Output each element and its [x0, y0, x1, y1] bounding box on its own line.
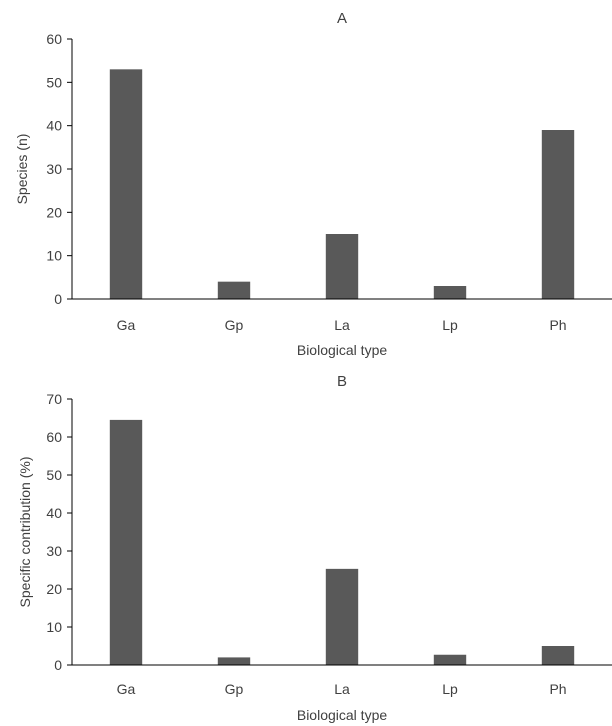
x-tick-label: La — [334, 317, 350, 333]
x-tick-label: Lp — [442, 317, 458, 333]
x-tick-label: Ga — [117, 317, 136, 333]
y-axis-label: Species (n) — [14, 134, 30, 205]
y-tick-label: 0 — [54, 657, 62, 673]
y-tick-label: 50 — [46, 467, 62, 483]
chart-panel-a: A Species (n) Biological type 0 10 20 30 40 5… — [14, 10, 612, 358]
y-tick-label: 50 — [46, 74, 62, 90]
x-tick-label: Gp — [225, 681, 244, 697]
x-tick-label: Ph — [549, 317, 566, 333]
bar-la — [325, 568, 359, 665]
y-ticks-group: 0 10 20 30 40 50 60 — [46, 31, 72, 307]
bar-ga — [109, 419, 143, 665]
y-tick-label: 10 — [46, 619, 62, 635]
y-tick-label: 30 — [46, 543, 62, 559]
y-tick-label: 60 — [46, 31, 62, 47]
y-tick-label: 40 — [46, 505, 62, 521]
bars-group — [109, 419, 575, 665]
y-tick-label: 20 — [46, 204, 62, 220]
chart-panel-b: B Specific contribution (%) Biological t… — [17, 373, 612, 723]
x-tick-label: Gp — [225, 317, 244, 333]
chart-title: B — [337, 373, 347, 390]
x-tick-label: Ph — [549, 681, 566, 697]
bar-lp — [433, 286, 467, 299]
bars-group — [109, 69, 575, 299]
x-axis-label: Biological type — [297, 707, 387, 723]
bar-lp — [433, 654, 467, 665]
x-ticks-group: Ga Gp La Lp Ph — [117, 681, 567, 697]
bar-la — [325, 234, 359, 299]
x-axis-label: Biological type — [297, 342, 387, 358]
y-tick-label: 10 — [46, 248, 62, 264]
x-ticks-group: Ga Gp La Lp Ph — [117, 317, 567, 333]
y-tick-label: 60 — [46, 429, 62, 445]
chart-title: A — [337, 10, 347, 27]
y-tick-label: 40 — [46, 118, 62, 134]
bar-ph — [541, 646, 575, 665]
y-tick-label: 70 — [46, 391, 62, 407]
bar-ph — [541, 130, 575, 299]
y-tick-label: 30 — [46, 161, 62, 177]
y-tick-label: 20 — [46, 581, 62, 597]
x-tick-label: Lp — [442, 681, 458, 697]
y-axis-label: Specific contribution (%) — [17, 457, 33, 608]
y-tick-label: 0 — [54, 291, 62, 307]
x-tick-label: La — [334, 681, 350, 697]
bar-ga — [109, 69, 143, 299]
bar-gp — [217, 281, 251, 299]
x-tick-label: Ga — [117, 681, 136, 697]
y-ticks-group: 0 10 20 30 40 50 60 70 — [46, 391, 72, 673]
bar-gp — [217, 657, 251, 665]
